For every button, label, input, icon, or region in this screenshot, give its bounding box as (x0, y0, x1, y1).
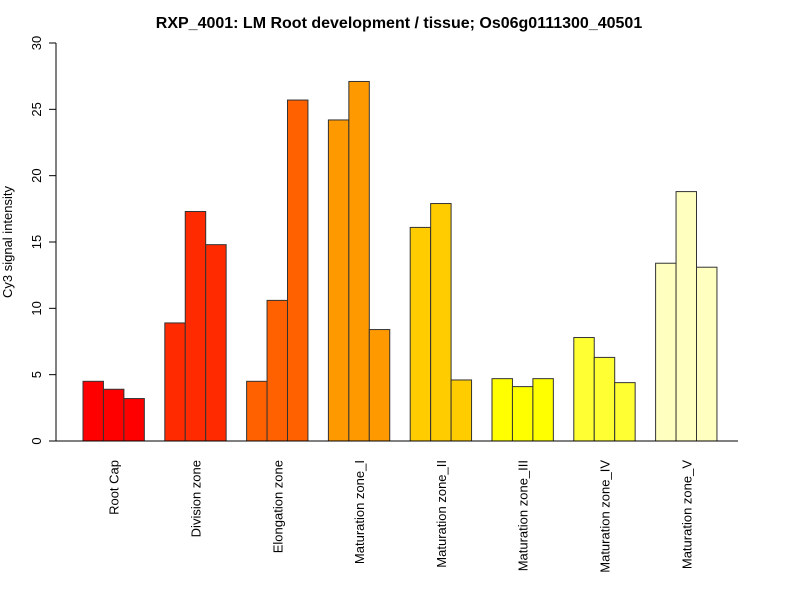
y-tick-label: 25 (29, 102, 44, 116)
bar (82, 380, 104, 442)
bar (511, 386, 534, 442)
category-label: Maturation zone_V (679, 460, 694, 569)
bar (184, 210, 207, 442)
bar (675, 191, 697, 442)
bar (532, 378, 554, 442)
y-tick-label: 10 (29, 301, 44, 315)
y-tick-label: 15 (29, 235, 44, 249)
bar (327, 119, 350, 442)
y-tick-label: 0 (29, 437, 44, 444)
y-tick-label: 30 (29, 36, 44, 50)
bar (696, 266, 718, 442)
category-label: Elongation zone (270, 460, 285, 553)
bar (593, 356, 616, 442)
y-tick-label: 20 (29, 168, 44, 182)
bar (655, 262, 677, 442)
y-axis-label: Cy3 signal intensity (0, 186, 15, 298)
bar (450, 379, 473, 442)
bar (123, 398, 145, 442)
bar (266, 299, 288, 442)
bars (82, 80, 718, 442)
category-label: Maturation zone_III (516, 460, 531, 571)
bar (368, 329, 391, 442)
bar (205, 244, 227, 442)
y-axis: 0 5 10 15 20 25 30 (29, 36, 57, 445)
category-label: Maturation zone_IV (598, 460, 613, 573)
chart-title: RXP_4001: LM Root development / tissue; … (156, 15, 643, 32)
bar (614, 382, 636, 442)
category-label: Root Cap (107, 460, 122, 515)
bar (164, 322, 186, 442)
bar (409, 226, 432, 442)
bar (102, 388, 125, 442)
bar (491, 378, 513, 442)
category-label: Maturation zone_I (352, 460, 367, 564)
bar (348, 80, 370, 442)
bar (246, 380, 268, 442)
category-label: Division zone (189, 460, 204, 537)
bar (430, 203, 452, 442)
bar (573, 337, 595, 442)
bar (287, 99, 309, 442)
category-labels: Root Cap Division zone Elongation zone Matu… (107, 460, 695, 573)
category-label: Maturation zone_II (434, 460, 449, 568)
y-tick-label: 5 (29, 371, 44, 378)
